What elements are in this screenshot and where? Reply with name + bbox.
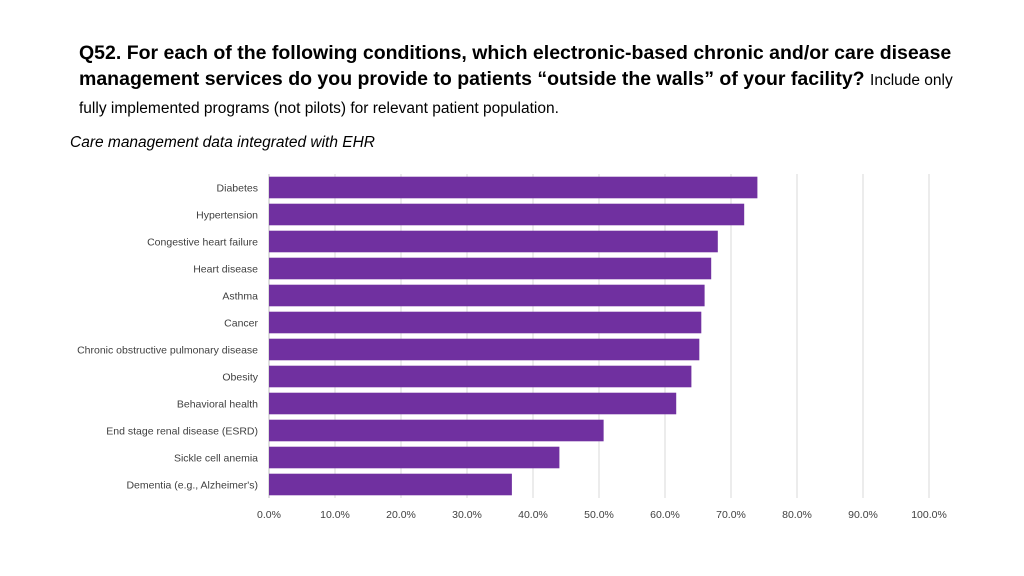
category-label: Hypertension [196,210,258,222]
question-heading: Q52. For each of the following condition… [79,42,952,90]
x-tick-label: 30.0% [452,509,482,521]
bars [269,176,758,496]
chart-title: Care management data integrated with EHR [70,134,375,151]
x-tick-label: 60.0% [650,509,680,521]
category-label: Obesity [222,372,258,384]
category-label: Chronic obstructive pulmonary disease [77,345,258,357]
category-labels: Diabetes Hypertension Congestive heart fai… [77,183,259,492]
bar [269,338,700,361]
category-label: Behavioral health [177,399,258,411]
category-label: End stage renal disease (ESRD) [106,426,258,438]
x-tick-label: 90.0% [848,509,878,521]
question-instruction: Include only fully implemented programs … [79,72,953,117]
category-label: Diabetes [217,183,258,195]
bar [269,230,718,253]
x-axis-tick-labels: 0.0% 10.0% 20.0% 30.0% 40.0% 50.0% 60.0% 70.0% 8… [257,509,947,521]
category-label: Congestive heart failure [147,237,258,249]
category-label: Cancer [224,318,258,330]
category-label: Sickle cell anemia [174,453,258,465]
x-tick-label: 20.0% [386,509,416,521]
bar [269,473,512,496]
bar [269,446,560,469]
category-label: Heart disease [193,264,258,276]
x-tick-label: 50.0% [584,509,614,521]
bar [269,203,745,226]
x-tick-label: 10.0% [320,509,350,521]
question-text: Q52. For each of the following condition… [79,40,979,122]
category-label: Asthma [222,291,258,303]
bar [269,284,705,307]
bar [269,365,692,388]
x-tick-label: 70.0% [716,509,746,521]
bar [269,392,677,415]
grid-lines [268,174,930,498]
bar [269,257,712,280]
bar [269,419,604,442]
x-tick-label: 40.0% [518,509,548,521]
bar [269,311,702,334]
x-tick-label: 100.0% [911,509,947,521]
bar [269,176,758,199]
x-tick-label: 80.0% [782,509,812,521]
category-label: Dementia (e.g., Alzheimer's) [126,480,258,492]
x-tick-label: 0.0% [257,509,281,521]
